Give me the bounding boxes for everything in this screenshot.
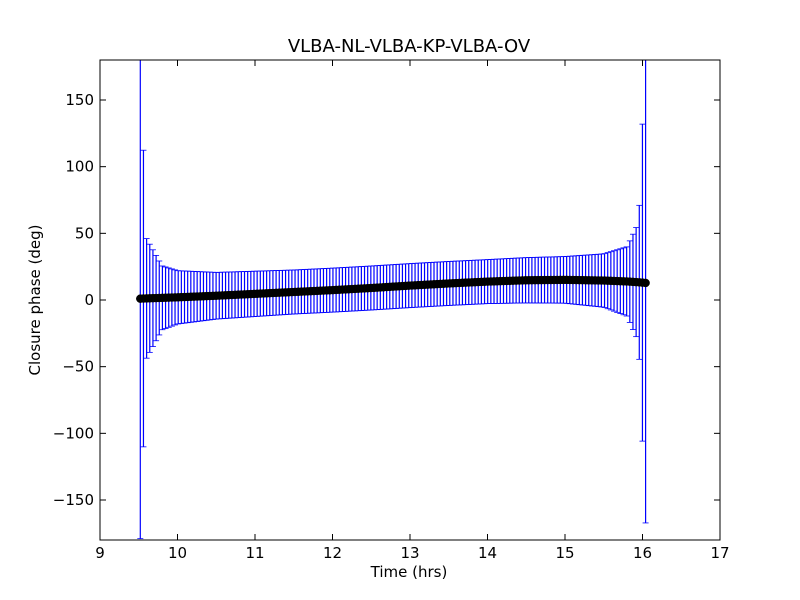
data-point [641,278,650,288]
y-tick-label: 50 [75,224,94,242]
x-tick-label: 14 [478,544,497,562]
plot-area [136,60,650,540]
x-tick-label: 17 [710,544,729,562]
x-tick-label: 15 [555,544,574,562]
x-axis-label: Time (hrs) [370,563,448,581]
y-tick-label: −150 [53,491,94,509]
x-tick-label: 10 [168,544,187,562]
y-tick-label: 100 [65,158,94,176]
y-tick-label: −100 [53,424,94,442]
y-tick-label: −50 [62,358,94,376]
y-axis-label: Closure phase (deg) [26,225,44,376]
x-tick-label: 9 [95,544,105,562]
series-group [136,60,650,540]
axes: 9 10 11 12 13 14 15 16 17 −150 −100 −50 0 50 100 150 [53,59,730,562]
y-tick-label: 0 [84,291,94,309]
x-tick-label: 13 [400,544,419,562]
x-tick-label: 12 [323,544,342,562]
x-tick-label: 16 [633,544,652,562]
y-tick-label: 150 [65,91,94,109]
x-tick-label: 11 [245,544,264,562]
chart-title: VLBA-NL-VLBA-KP-VLBA-OV [288,36,531,57]
